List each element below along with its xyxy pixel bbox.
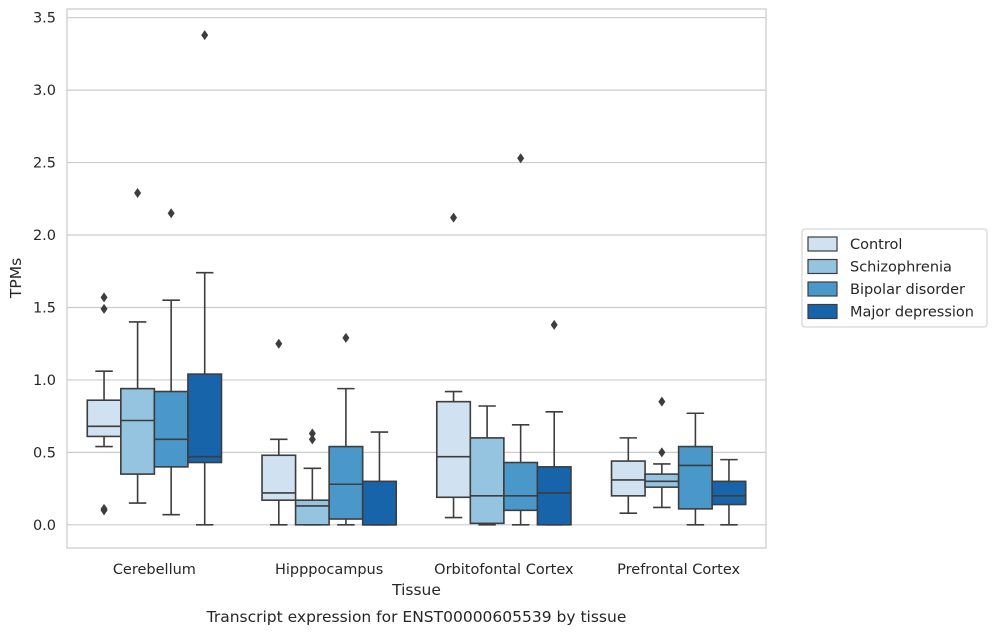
outlier-point xyxy=(100,303,108,314)
y-tick-label: 1.0 xyxy=(33,373,56,389)
box-body xyxy=(328,445,364,520)
legend: Control Schizophrenia Bipolar disorder Majo… xyxy=(801,228,988,328)
legend-label: Schizophrenia xyxy=(850,260,952,276)
box-2-2 xyxy=(503,153,539,526)
box-body xyxy=(435,400,472,499)
outlier-point xyxy=(308,434,316,445)
outlier-point xyxy=(134,188,142,199)
box-3-0 xyxy=(610,437,646,515)
outlier-point xyxy=(550,319,558,330)
y-tick-label: 2.0 xyxy=(33,228,56,244)
box-body xyxy=(361,480,398,526)
box-groups xyxy=(86,30,747,526)
box-1-1 xyxy=(294,428,330,526)
outlier-point xyxy=(450,212,458,223)
y-tick-label: 0.5 xyxy=(33,445,56,461)
outlier-point xyxy=(100,292,108,303)
y-axis-label: TPMs xyxy=(7,258,25,299)
legend-swatch xyxy=(807,258,838,275)
legend-swatch xyxy=(807,303,838,320)
outlier-point xyxy=(100,503,108,514)
outlier-point xyxy=(275,338,283,349)
box-1-0 xyxy=(261,338,297,526)
legend-label: Bipolar disorder xyxy=(850,282,965,298)
box-body xyxy=(610,460,646,497)
box-2-1 xyxy=(469,405,505,526)
box-body xyxy=(711,480,747,506)
box-3-3 xyxy=(711,458,747,526)
box-0-0 xyxy=(86,292,122,516)
y-tick-label: 3.5 xyxy=(33,11,56,27)
box-body xyxy=(469,437,505,525)
outlier-point xyxy=(308,428,316,439)
outlier-point xyxy=(517,153,525,164)
box-0-1 xyxy=(120,188,156,504)
box-body xyxy=(677,445,713,510)
y-tick-label: 2.5 xyxy=(33,156,56,172)
outlier-point xyxy=(658,447,666,458)
plot-frame xyxy=(66,8,767,549)
legend-frame xyxy=(801,228,988,328)
outlier-point xyxy=(201,30,209,41)
x-tick-label: Hipppocampus xyxy=(275,562,383,578)
legend-swatch xyxy=(807,236,838,252)
box-body xyxy=(120,387,156,475)
box-body xyxy=(153,390,189,468)
box-0-2 xyxy=(153,208,189,516)
legend-swatch xyxy=(807,281,838,297)
box-body xyxy=(503,461,539,512)
outlier-point xyxy=(167,208,175,219)
x-tick-label: Cerebellum xyxy=(113,562,196,578)
y-tick-label: 1.5 xyxy=(33,300,56,316)
box-3-1 xyxy=(644,396,680,509)
outlier-point xyxy=(342,332,350,343)
y-tick-label: 0.0 xyxy=(33,518,56,534)
box-body xyxy=(86,399,122,438)
box-1-3 xyxy=(361,431,398,526)
box-0-3 xyxy=(187,30,223,526)
y-tick-labels: 0.0 0.5 1.0 1.5 2.0 2.5 3.0 3.5 xyxy=(33,11,56,534)
legend-label: Major depression xyxy=(850,305,974,321)
box-body xyxy=(294,499,330,526)
x-tick-label: Prefrontal Cortex xyxy=(617,562,740,578)
box-2-3 xyxy=(536,319,572,526)
box-body xyxy=(187,373,223,464)
x-tick-label: Orbitofontal Cortex xyxy=(434,562,574,578)
chart-caption: Transcript expression for ENST0000060553… xyxy=(206,608,627,626)
outlier-point xyxy=(658,396,666,407)
box-1-2 xyxy=(328,332,364,526)
legend-label: Control xyxy=(850,237,902,253)
y-tick-label: 3.0 xyxy=(33,83,56,99)
x-tick-labels: Cerebellum Hipppocampus Orbitofontal Corte… xyxy=(113,562,741,578)
box-body xyxy=(536,466,572,526)
x-axis-label: Tissue xyxy=(391,581,441,599)
box-3-2 xyxy=(677,412,713,526)
